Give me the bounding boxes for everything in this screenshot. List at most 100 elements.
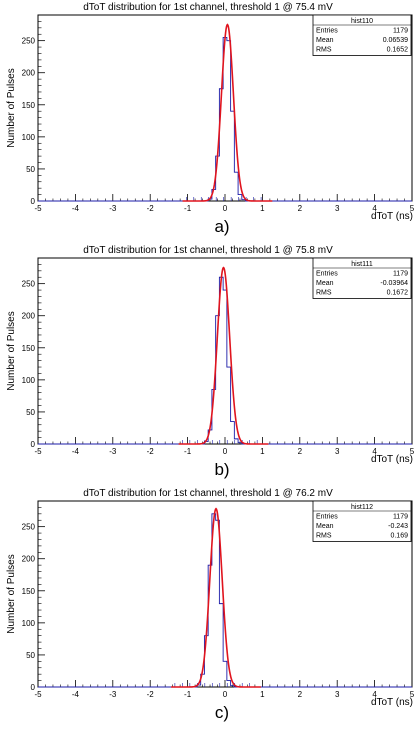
stats-row-label: Mean <box>316 280 334 287</box>
y-axis-label: Number of Pulses <box>6 311 17 390</box>
histogram-bin <box>219 604 223 687</box>
stats-row-value: 0.1672 <box>387 290 409 297</box>
stats-row-label: RMS <box>316 290 332 297</box>
y-tick-label: 0 <box>31 197 36 206</box>
histogram-bin <box>227 41 231 201</box>
panel-label: c) <box>215 703 229 722</box>
x-tick-label: 4 <box>372 447 377 456</box>
histogram-bin <box>231 111 235 201</box>
y-tick-label: 150 <box>22 587 36 596</box>
x-tick-label: -1 <box>184 447 192 456</box>
x-tick-label: 3 <box>335 690 340 699</box>
stats-box-frame <box>312 500 412 542</box>
x-tick-label: -5 <box>34 447 42 456</box>
x-tick-label: 4 <box>372 204 377 213</box>
x-tick-label: -1 <box>184 690 192 699</box>
x-tick-label: 2 <box>298 447 303 456</box>
x-tick-label: -3 <box>109 204 117 213</box>
gaussian-fit-line <box>171 507 261 688</box>
gaussian-fit-line <box>182 23 273 202</box>
x-tick-label: 3 <box>335 204 340 213</box>
x-tick-label: 0 <box>223 447 228 456</box>
stats-row-value: -0.03964 <box>380 280 408 287</box>
stats-box-title: hist112 <box>351 504 373 511</box>
x-tick-label: 0 <box>223 204 228 213</box>
stats-row-label: Entries <box>316 271 338 278</box>
y-tick-label: 250 <box>22 523 36 532</box>
y-tick-label: 0 <box>31 683 36 692</box>
histogram-bin <box>223 290 227 444</box>
stats-row-value: 0.169 <box>390 533 408 540</box>
panel-label: a) <box>214 217 229 236</box>
x-tick-label: -5 <box>34 204 42 213</box>
x-tick-label: 3 <box>335 447 340 456</box>
y-tick-label: 50 <box>26 651 35 660</box>
x-tick-label: 4 <box>372 690 377 699</box>
y-tick-label: 0 <box>31 440 36 449</box>
x-tick-label: -5 <box>34 690 42 699</box>
stats-row-value: 1179 <box>393 271 408 278</box>
y-tick-label: 150 <box>22 101 36 110</box>
x-tick-label: 2 <box>298 204 303 213</box>
x-tick-label: -2 <box>147 204 155 213</box>
stats-row-value: 1179 <box>393 28 408 35</box>
histogram-bin <box>227 367 231 444</box>
x-tick-label: -2 <box>147 690 155 699</box>
chart-title: dToT distribution for 1st channel, thres… <box>83 2 333 13</box>
y-tick-label: 200 <box>22 69 36 78</box>
stats-row-value: 0.1652 <box>387 47 409 54</box>
chart-panel-1: dToT distribution for 1st channel, thres… <box>6 2 415 236</box>
gaussian-fit-line <box>178 266 269 445</box>
x-tick-label: -4 <box>72 204 80 213</box>
stats-box: hist111 Entries 1179 Mean -0.03964 RMS 0.1672 <box>312 257 412 299</box>
x-axis-label: dToT (ns) <box>371 211 413 222</box>
y-axis-label: Number of Pulses <box>6 68 17 147</box>
stats-box-frame <box>312 14 412 56</box>
y-tick-label: 100 <box>22 376 36 385</box>
y-tick-label: 250 <box>22 280 36 289</box>
x-tick-label: -1 <box>184 204 192 213</box>
histogram-bin <box>216 520 220 687</box>
chart-title: dToT distribution for 1st channel, thres… <box>83 245 333 256</box>
stats-box: hist112 Entries 1179 Mean -0.243 RMS 0.169 <box>312 500 412 542</box>
x-tick-label: 1 <box>260 447 265 456</box>
stats-row-value: -0.243 <box>388 523 408 530</box>
histogram-bin <box>231 422 235 444</box>
chart-title: dToT distribution for 1st channel, thres… <box>83 488 333 499</box>
x-tick-label: 1 <box>260 204 265 213</box>
x-axis-label: dToT (ns) <box>371 697 413 708</box>
stats-box-title: hist111 <box>351 261 373 268</box>
stats-row-label: RMS <box>316 533 332 540</box>
histogram-series <box>38 36 412 202</box>
y-tick-label: 50 <box>26 165 35 174</box>
y-tick-label: 150 <box>22 344 36 353</box>
x-tick-label: -2 <box>147 447 155 456</box>
x-tick-label: -4 <box>72 447 80 456</box>
stats-box-title: hist110 <box>351 18 373 25</box>
x-tick-label: 2 <box>298 690 303 699</box>
chart-panel-2: dToT distribution for 1st channel, thres… <box>6 245 415 479</box>
chart-panel-3: dToT distribution for 1st channel, thres… <box>6 488 415 722</box>
histogram-bin <box>234 172 238 201</box>
stats-row-value: 1179 <box>393 514 408 521</box>
x-tick-label: 5 <box>410 204 415 213</box>
y-axis-label: Number of Pulses <box>6 554 17 633</box>
stats-row-label: Entries <box>316 28 338 35</box>
x-tick-label: 1 <box>260 690 265 699</box>
stats-row-label: Mean <box>316 523 334 530</box>
stats-box: hist110 Entries 1179 Mean 0.06539 RMS 0.1652 <box>312 14 412 56</box>
y-tick-label: 200 <box>22 312 36 321</box>
y-tick-label: 250 <box>22 37 36 46</box>
x-axis-label: dToT (ns) <box>371 454 413 465</box>
x-tick-label: -3 <box>109 690 117 699</box>
stats-row-label: Mean <box>316 37 334 44</box>
stats-row-label: RMS <box>316 47 332 54</box>
y-tick-label: 100 <box>22 619 36 628</box>
panel-label: b) <box>214 460 229 479</box>
x-tick-label: 5 <box>410 447 415 456</box>
x-tick-label: -4 <box>72 690 80 699</box>
x-tick-label: 0 <box>223 690 228 699</box>
stats-box-frame <box>312 257 412 299</box>
stats-row-value: 0.06539 <box>383 37 408 44</box>
